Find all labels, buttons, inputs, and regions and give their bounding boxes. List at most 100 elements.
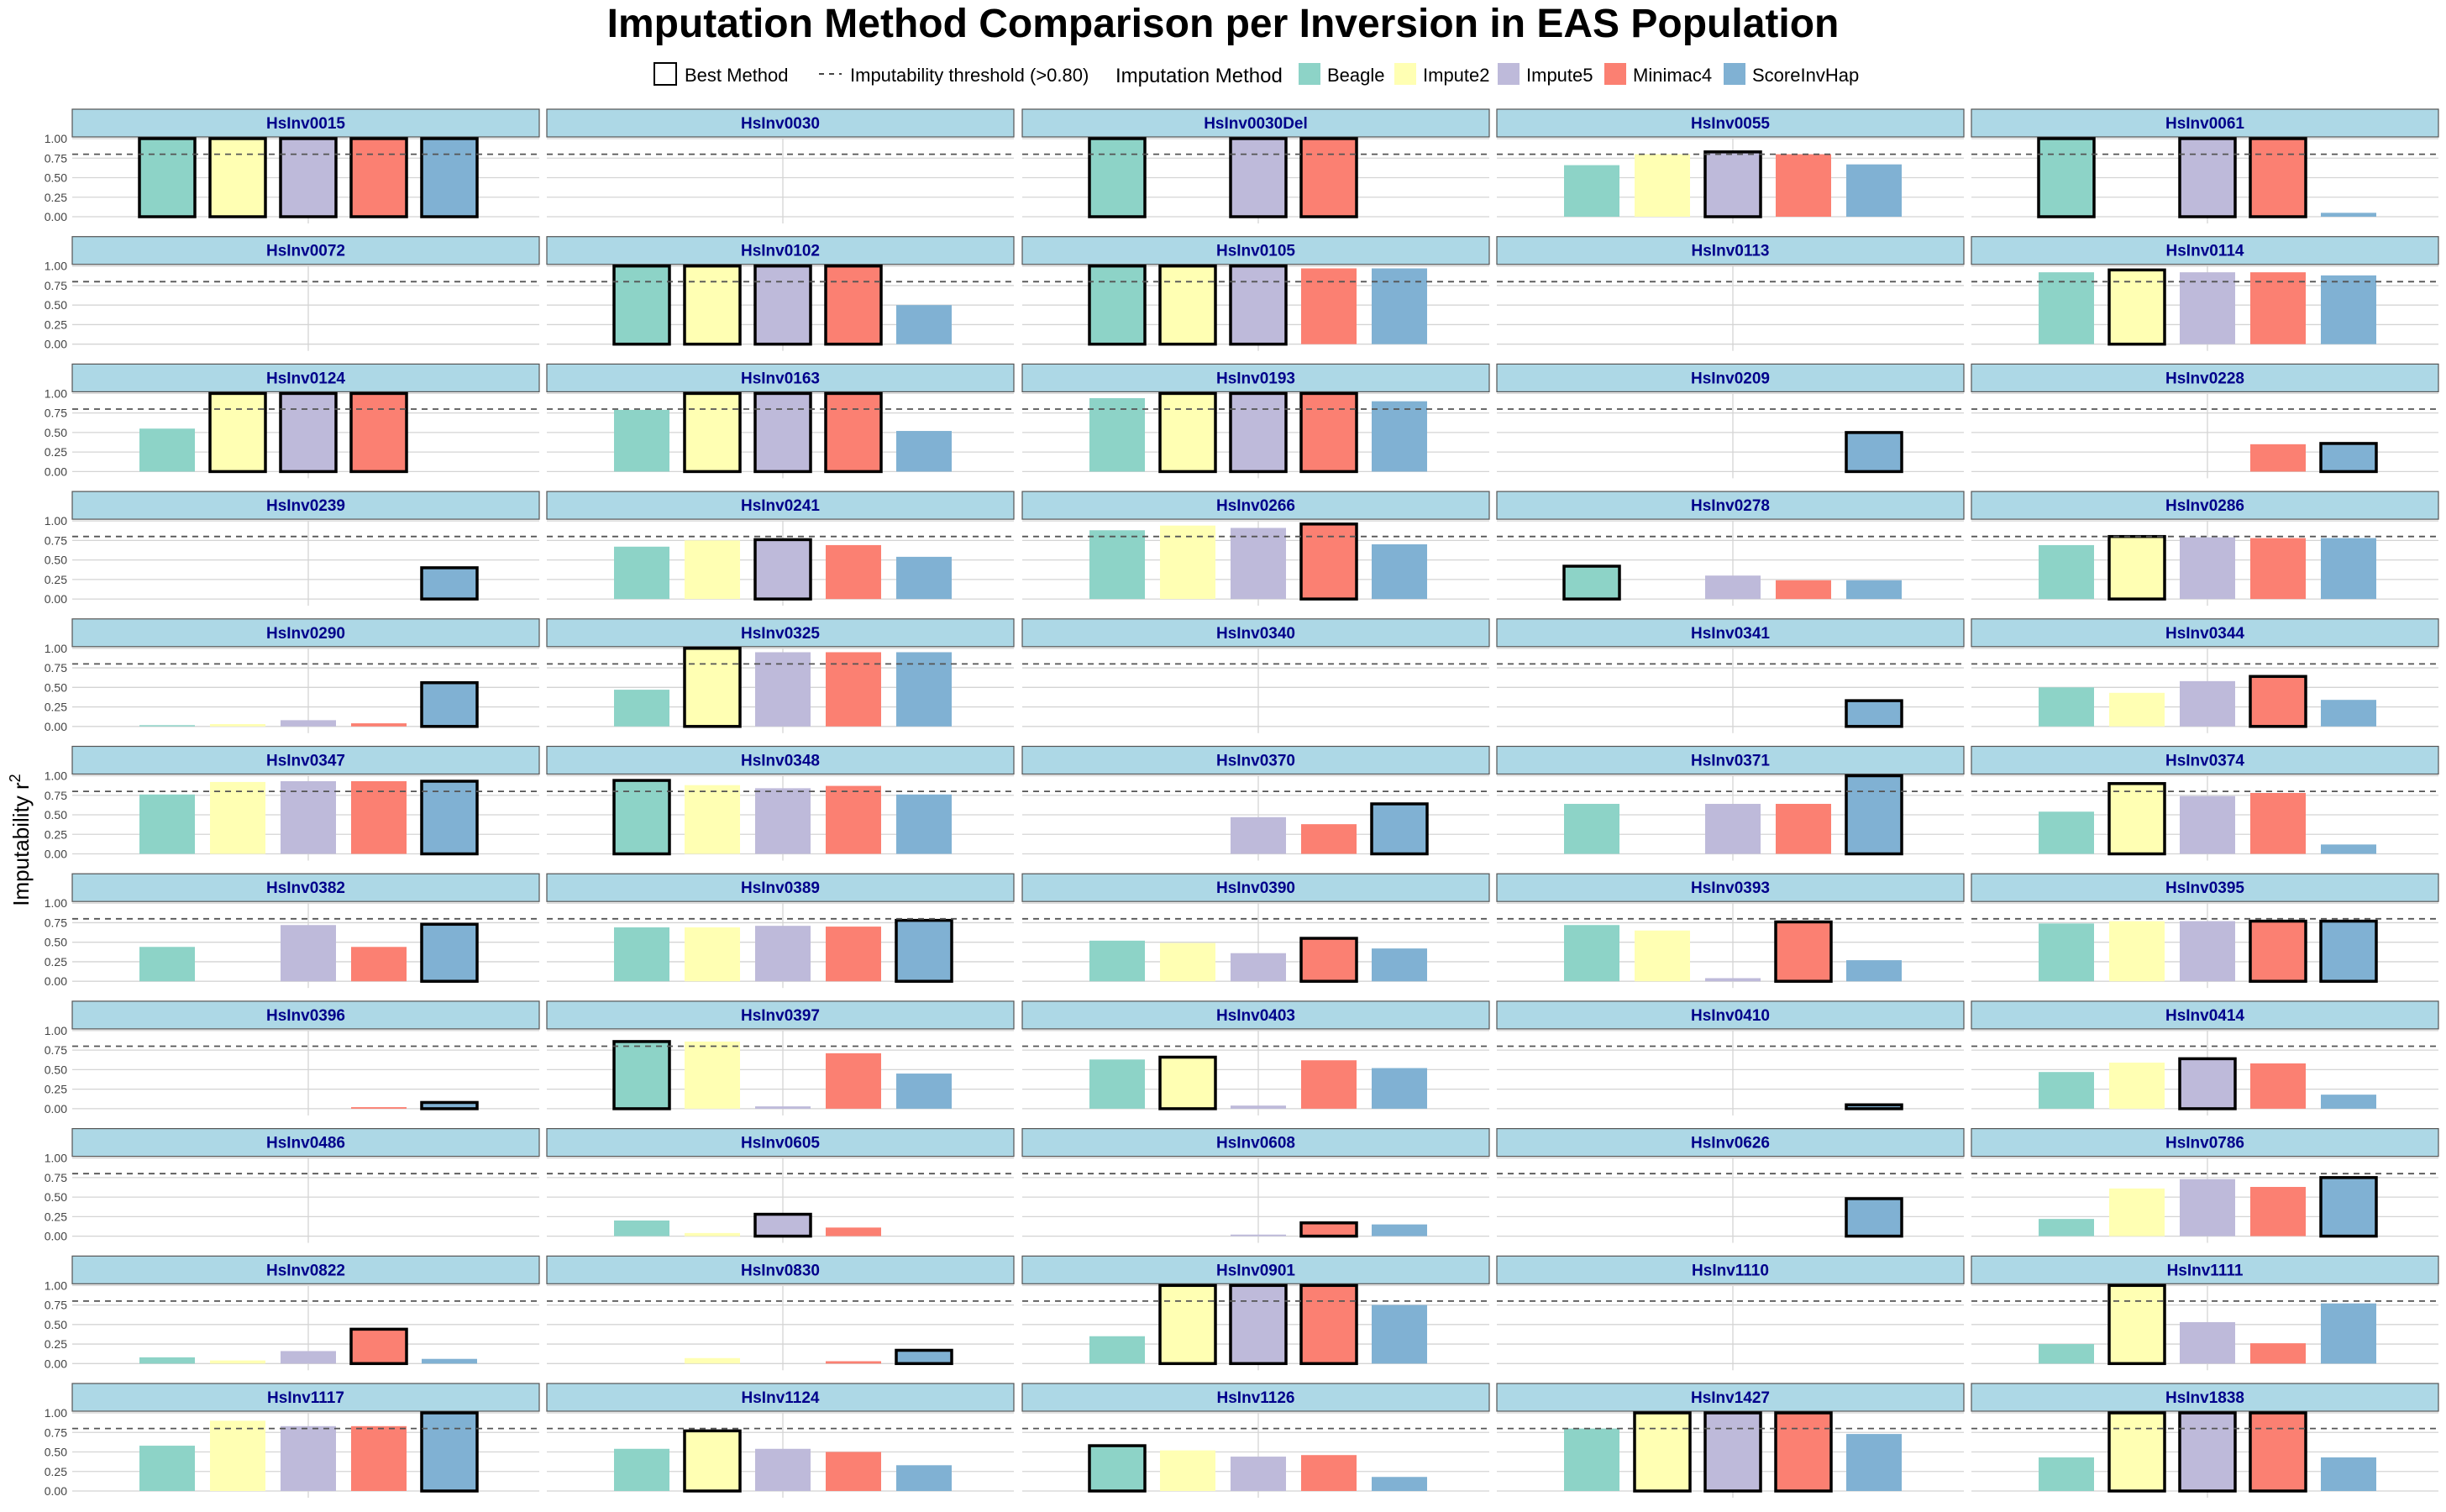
facet-grid: HsInv0015 0.00 0.25 0.50 0.75 1.00 HsInv0030 Hs… bbox=[45, 108, 2439, 1498]
panel-hsinv0414: HsInv0414 bbox=[1971, 1000, 2439, 1116]
bar-impute5 bbox=[2178, 1411, 2237, 1493]
panel-hsinv0113: HsInv0113 bbox=[1496, 236, 1965, 351]
panel-hsinv0114: HsInv0114 bbox=[1971, 236, 2439, 351]
bar-beagle bbox=[1562, 564, 1621, 601]
panel-hsinv0241: HsInv0241 bbox=[546, 491, 1015, 606]
bar-minimac4 bbox=[1301, 824, 1357, 854]
facet-strip bbox=[1971, 618, 2439, 648]
bar-scoreinvhap bbox=[1372, 1305, 1427, 1364]
facet-label: HsInv1427 bbox=[1691, 1389, 1770, 1407]
bar-impute5 bbox=[281, 781, 336, 854]
facet-strip bbox=[1021, 618, 1490, 648]
bar-beagle bbox=[2039, 923, 2094, 982]
facet-label: HsInv0370 bbox=[1216, 753, 1295, 770]
facet-label: HsInv0340 bbox=[1216, 625, 1295, 643]
bar-impute2 bbox=[2109, 921, 2165, 982]
panel-hsinv0209: HsInv0209 bbox=[1496, 363, 1965, 479]
bar-beagle bbox=[1564, 1428, 1619, 1491]
y-tick-label: 0.50 bbox=[45, 426, 67, 439]
y-tick-label: 0.50 bbox=[45, 554, 67, 567]
bar-beagle bbox=[139, 794, 195, 854]
bar-minimac4 bbox=[351, 781, 407, 854]
y-tick-label: 0.50 bbox=[45, 1318, 67, 1331]
bar-impute2 bbox=[685, 1357, 740, 1364]
bar-impute5 bbox=[755, 788, 811, 854]
bar-impute2 bbox=[1635, 154, 1690, 217]
facet-label: HsInv1838 bbox=[2165, 1389, 2244, 1407]
panel-hsinv1126: HsInv1126 bbox=[1021, 1383, 1490, 1498]
bar-impute5 bbox=[755, 1448, 811, 1491]
bar-beagle bbox=[2039, 1344, 2094, 1364]
bar-impute2 bbox=[1158, 264, 1217, 346]
bar-beagle bbox=[2039, 811, 2094, 854]
bar-scoreinvhap bbox=[1372, 1477, 1427, 1491]
y-tick-label: 0.25 bbox=[45, 1083, 67, 1096]
bar-minimac4 bbox=[351, 1425, 407, 1491]
bar-beagle bbox=[614, 927, 669, 982]
panel-hsinv0486: HsInv0486 0.00 0.25 0.50 0.75 1.00 bbox=[45, 1127, 540, 1243]
y-tick-label: 0.75 bbox=[45, 1043, 67, 1057]
facet-strip bbox=[71, 1255, 540, 1284]
facet-label: HsInv0393 bbox=[1691, 879, 1770, 897]
legend-label-beagle: Beagle bbox=[1327, 65, 1385, 86]
bar-minimac4 bbox=[351, 947, 407, 982]
bar-impute5 bbox=[753, 391, 812, 474]
facet-strip bbox=[1971, 1255, 2439, 1284]
bar-minimac4 bbox=[1299, 937, 1358, 983]
facet-label: HsInv1126 bbox=[1217, 1389, 1295, 1407]
bar-impute5 bbox=[1231, 1234, 1286, 1236]
y-tick-label: 0.50 bbox=[45, 298, 67, 312]
bar-scoreinvhap bbox=[895, 918, 953, 983]
y-tick-label: 0.75 bbox=[45, 1299, 67, 1312]
bar-beagle bbox=[138, 137, 197, 218]
facet-strip bbox=[1021, 873, 1490, 902]
bar-minimac4 bbox=[2249, 137, 2307, 218]
legend-threshold-label: Imputability threshold (>0.80) bbox=[850, 65, 1089, 86]
bar-impute2 bbox=[1160, 525, 1215, 600]
bar-minimac4 bbox=[2249, 919, 2307, 983]
bar-minimac4 bbox=[1301, 1060, 1357, 1109]
facet-label: HsInv0605 bbox=[741, 1135, 820, 1152]
panel-hsinv0341: HsInv0341 bbox=[1496, 618, 1965, 733]
panel-hsinv0278: HsInv0278 bbox=[1496, 491, 1965, 606]
bar-scoreinvhap bbox=[1372, 1224, 1427, 1236]
facet-strip bbox=[1971, 1127, 2439, 1158]
facet-strip bbox=[546, 1127, 1015, 1158]
facet-label: HsInv0102 bbox=[741, 243, 820, 260]
bar-beagle bbox=[612, 1040, 671, 1110]
y-tick-label: 0.25 bbox=[45, 1337, 67, 1351]
panel-hsinv1427: HsInv1427 bbox=[1496, 1383, 1965, 1498]
bar-scoreinvhap bbox=[1845, 1197, 1903, 1238]
facet-strip bbox=[1496, 873, 1965, 902]
bar-beagle bbox=[2039, 272, 2094, 344]
facet-label: HsInv0397 bbox=[741, 1007, 820, 1025]
bar-beagle bbox=[2037, 137, 2096, 218]
bar-minimac4 bbox=[1774, 1411, 1833, 1493]
facet-label: HsInv0901 bbox=[1216, 1262, 1295, 1279]
y-axis-label-superscript: 2 bbox=[7, 774, 24, 782]
y-tick-label: 0.50 bbox=[45, 1190, 67, 1204]
panel-hsinv1838: HsInv1838 bbox=[1971, 1383, 2439, 1498]
facet-label: HsInv0239 bbox=[266, 497, 345, 515]
bar-beagle bbox=[614, 690, 669, 727]
bar-beagle bbox=[139, 725, 195, 727]
panel-hsinv0193: HsInv0193 bbox=[1021, 363, 1490, 479]
bar-minimac4 bbox=[1299, 137, 1358, 218]
y-tick-label: 0.00 bbox=[45, 1230, 67, 1243]
y-tick-label: 1.00 bbox=[45, 386, 67, 400]
bar-scoreinvhap bbox=[1372, 268, 1427, 344]
bar-impute2 bbox=[210, 1360, 265, 1364]
y-tick-label: 0.75 bbox=[45, 151, 67, 165]
bar-beagle bbox=[1564, 165, 1619, 217]
bar-impute5 bbox=[281, 720, 336, 727]
legend-key-beagle bbox=[1299, 63, 1320, 85]
panel-hsinv0266: HsInv0266 bbox=[1021, 491, 1490, 606]
bar-impute5 bbox=[2180, 680, 2235, 727]
facet-strip bbox=[546, 1000, 1015, 1030]
panel-hsinv0105: HsInv0105 bbox=[1021, 236, 1490, 351]
panel-hsinv0228: HsInv0228 bbox=[1971, 363, 2439, 479]
facet-strip bbox=[546, 873, 1015, 902]
bar-minimac4 bbox=[349, 391, 408, 474]
bar-scoreinvhap bbox=[422, 1358, 477, 1364]
